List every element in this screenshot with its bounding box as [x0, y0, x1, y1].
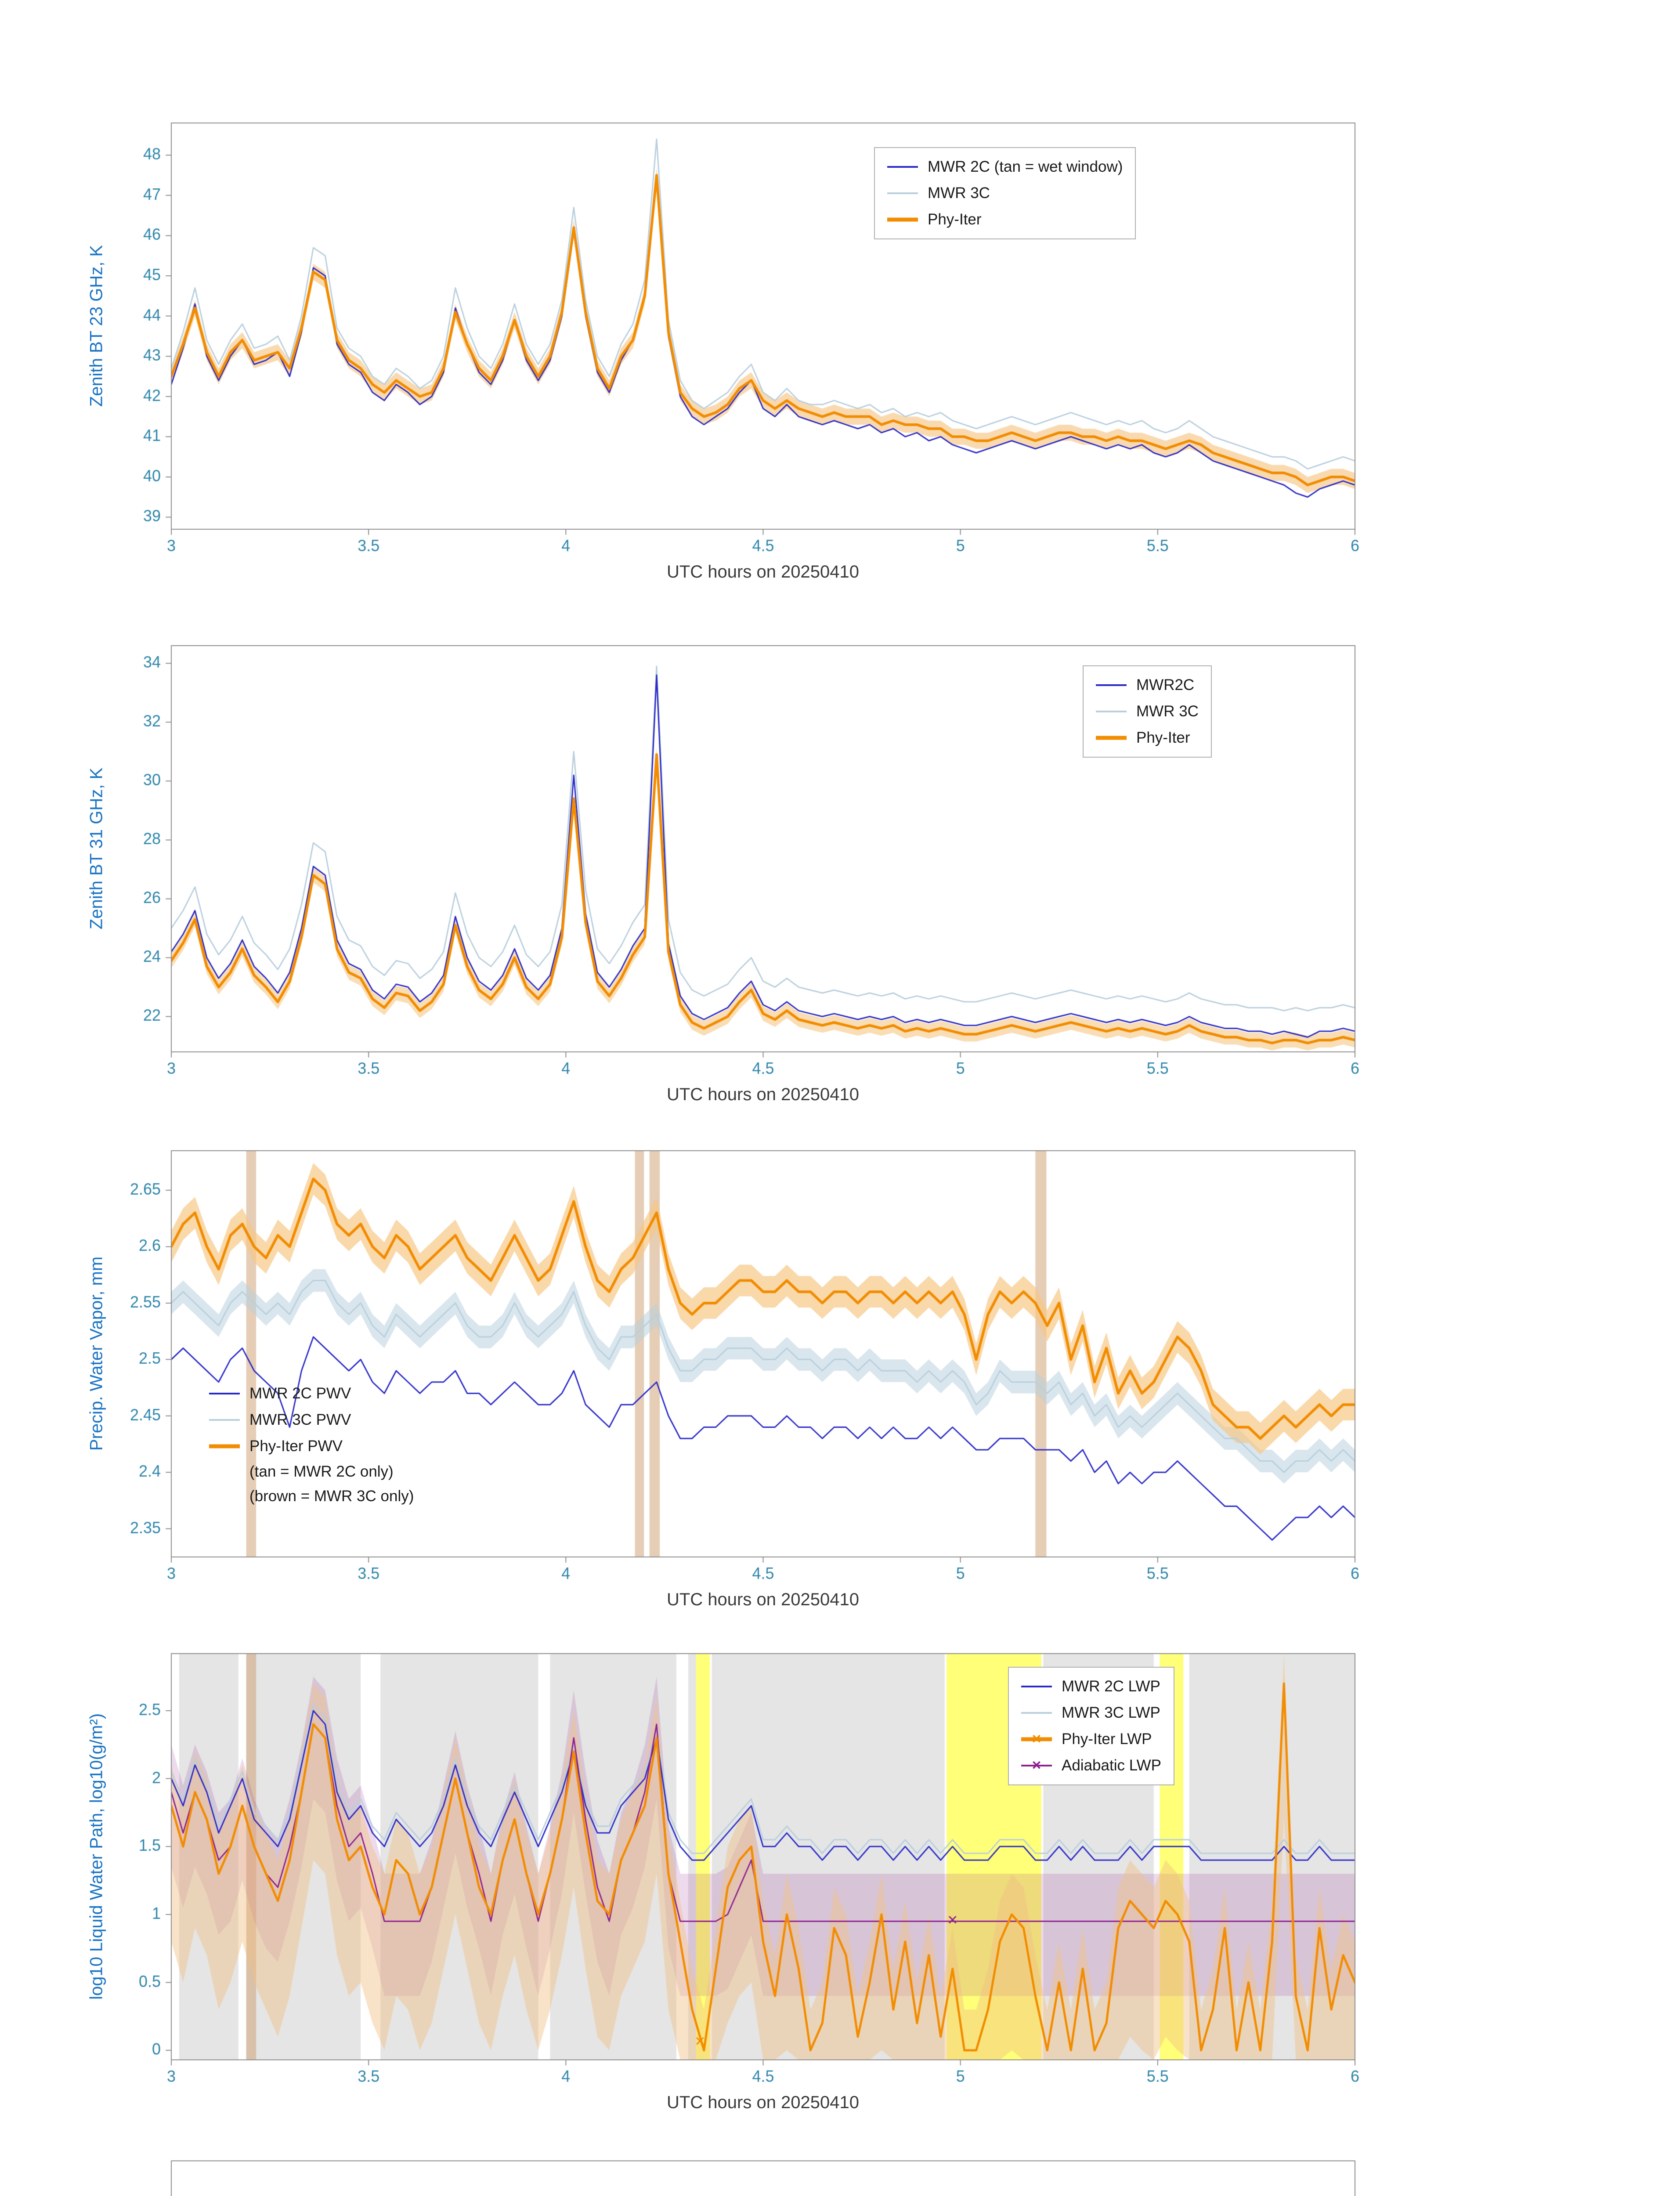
panel4-ylabel: log10 Liquid Water Path, log10(g/m²)	[87, 1713, 106, 2000]
legend-entry-mwr2c-pwv: MWR 2C PWV	[209, 1382, 414, 1405]
panel3-legend: MWR 2C PWV MWR 3C PWV Phy-Iter PWV (tan …	[197, 1375, 426, 1514]
line-swatch-icon	[887, 211, 918, 228]
legend-entry-mwr2c: MWR 2C (tan = wet window)	[887, 155, 1123, 179]
line-x-swatch-icon: ✕	[1021, 1757, 1052, 1774]
line-swatch-icon	[1021, 1678, 1052, 1695]
legend-entry-mwr3c: MWR 3C	[887, 181, 1123, 205]
line-swatch-icon	[209, 1385, 240, 1402]
legend-label: Phy-Iter PWV	[249, 1438, 343, 1455]
legend-entry-mwr3c-lwp: MWR 3C LWP	[1021, 1701, 1161, 1725]
panel2-ylabel: Zenith BT 31 GHz, K	[87, 767, 106, 930]
legend-label: MWR 3C	[928, 184, 990, 202]
panel1-legend: MWR 2C (tan = wet window) MWR 3C Phy-Ite…	[874, 147, 1136, 239]
legend-entry-mwr3c: MWR 3C	[1096, 700, 1199, 723]
panel2-legend: MWR2C MWR 3C Phy-Iter	[1083, 665, 1212, 758]
panel4-legend: MWR 2C LWP MWR 3C LWP ✕ Phy-Iter LWP ✕ A…	[1008, 1667, 1174, 1785]
legend-entry-mwr2c-lwp: MWR 2C LWP	[1021, 1675, 1161, 1698]
panel2-xlabel: UTC hours on 20250410	[666, 1085, 860, 1104]
legend-label: MWR 2C (tan = wet window)	[928, 158, 1123, 175]
line-swatch-icon	[1096, 703, 1127, 720]
legend-entry-mwr2c: MWR2C	[1096, 673, 1199, 697]
legend-label: Phy-Iter LWP	[1062, 1730, 1152, 1748]
panel3-ylabel: Precip. Water Vapor, mm	[87, 1256, 106, 1451]
x-marker-icon: ✕	[1031, 1732, 1042, 1746]
legend-label: MWR 3C LWP	[1062, 1704, 1160, 1721]
legend-label: MWR 2C PWV	[249, 1385, 351, 1402]
line-swatch-icon	[209, 1411, 240, 1429]
legend-label: MWR 3C	[1136, 703, 1199, 720]
line-swatch-icon	[1096, 676, 1127, 694]
line-swatch-icon	[887, 158, 918, 176]
legend-entry-phyiter-pwv: Phy-Iter PWV	[209, 1434, 414, 1458]
legend-note-tan: (tan = MWR 2C only)	[249, 1463, 394, 1480]
legend-note-brown: (brown = MWR 3C only)	[249, 1488, 414, 1505]
x-marker-icon: ✕	[1031, 1759, 1042, 1772]
legend-label: MWR2C	[1136, 676, 1195, 693]
panel4-xlabel: UTC hours on 20250410	[666, 2093, 860, 2112]
legend-label: Adiabatic LWP	[1062, 1757, 1161, 1774]
legend-entry-adiabatic-lwp: ✕ Adiabatic LWP	[1021, 1754, 1161, 1777]
legend-label: Phy-Iter	[1136, 729, 1190, 746]
legend-label: Phy-Iter	[928, 211, 982, 228]
legend-label: MWR 2C LWP	[1062, 1678, 1160, 1695]
legend-entry-phyiter-lwp: ✕ Phy-Iter LWP	[1021, 1727, 1161, 1751]
panel1-xlabel: UTC hours on 20250410	[666, 562, 860, 582]
line-swatch-icon	[1021, 1704, 1052, 1722]
panel1-ylabel: Zenith BT 23 GHz, K	[87, 245, 106, 407]
legend-label: MWR 3C PWV	[249, 1411, 351, 1428]
line-swatch-icon	[1096, 729, 1127, 747]
line-swatch-icon	[209, 1438, 240, 1455]
legend-entry-mwr3c-pwv: MWR 3C PWV	[209, 1408, 414, 1432]
line-x-swatch-icon: ✕	[1021, 1730, 1052, 1748]
legend-entry-phyiter: Phy-Iter	[1096, 726, 1199, 750]
legend-entry-phyiter: Phy-Iter	[887, 208, 1123, 231]
line-swatch-icon	[887, 184, 918, 202]
panel3-xlabel: UTC hours on 20250410	[666, 1590, 860, 1609]
